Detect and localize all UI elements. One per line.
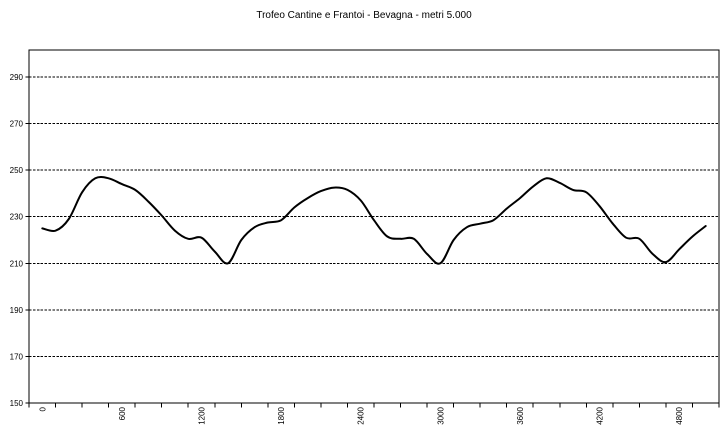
elevation-line xyxy=(41,176,707,265)
y-tick-label: 190 xyxy=(10,306,24,315)
x-tick-label: 3000 xyxy=(436,406,445,424)
x-tick-label: 4200 xyxy=(596,406,605,424)
x-tick-label: 0 xyxy=(38,406,47,411)
x-tick-label: 2400 xyxy=(357,406,366,424)
chart-title: Trofeo Cantine e Frantoi - Bevagna - met… xyxy=(256,10,472,21)
y-tick-label: 290 xyxy=(10,73,24,82)
y-tick-label: 170 xyxy=(10,352,24,361)
x-tick-label: 1800 xyxy=(277,406,286,424)
x-tick-label: 3600 xyxy=(516,406,525,424)
y-tick-label: 210 xyxy=(10,259,24,268)
y-tick-label: 150 xyxy=(10,399,24,408)
x-tick-label: 1200 xyxy=(198,406,207,424)
x-tick-label: 600 xyxy=(118,406,127,420)
y-tick-label: 230 xyxy=(10,213,24,222)
y-tick-label: 250 xyxy=(10,166,24,175)
x-tick-label: 4800 xyxy=(675,406,684,424)
y-tick-label: 270 xyxy=(10,120,24,129)
